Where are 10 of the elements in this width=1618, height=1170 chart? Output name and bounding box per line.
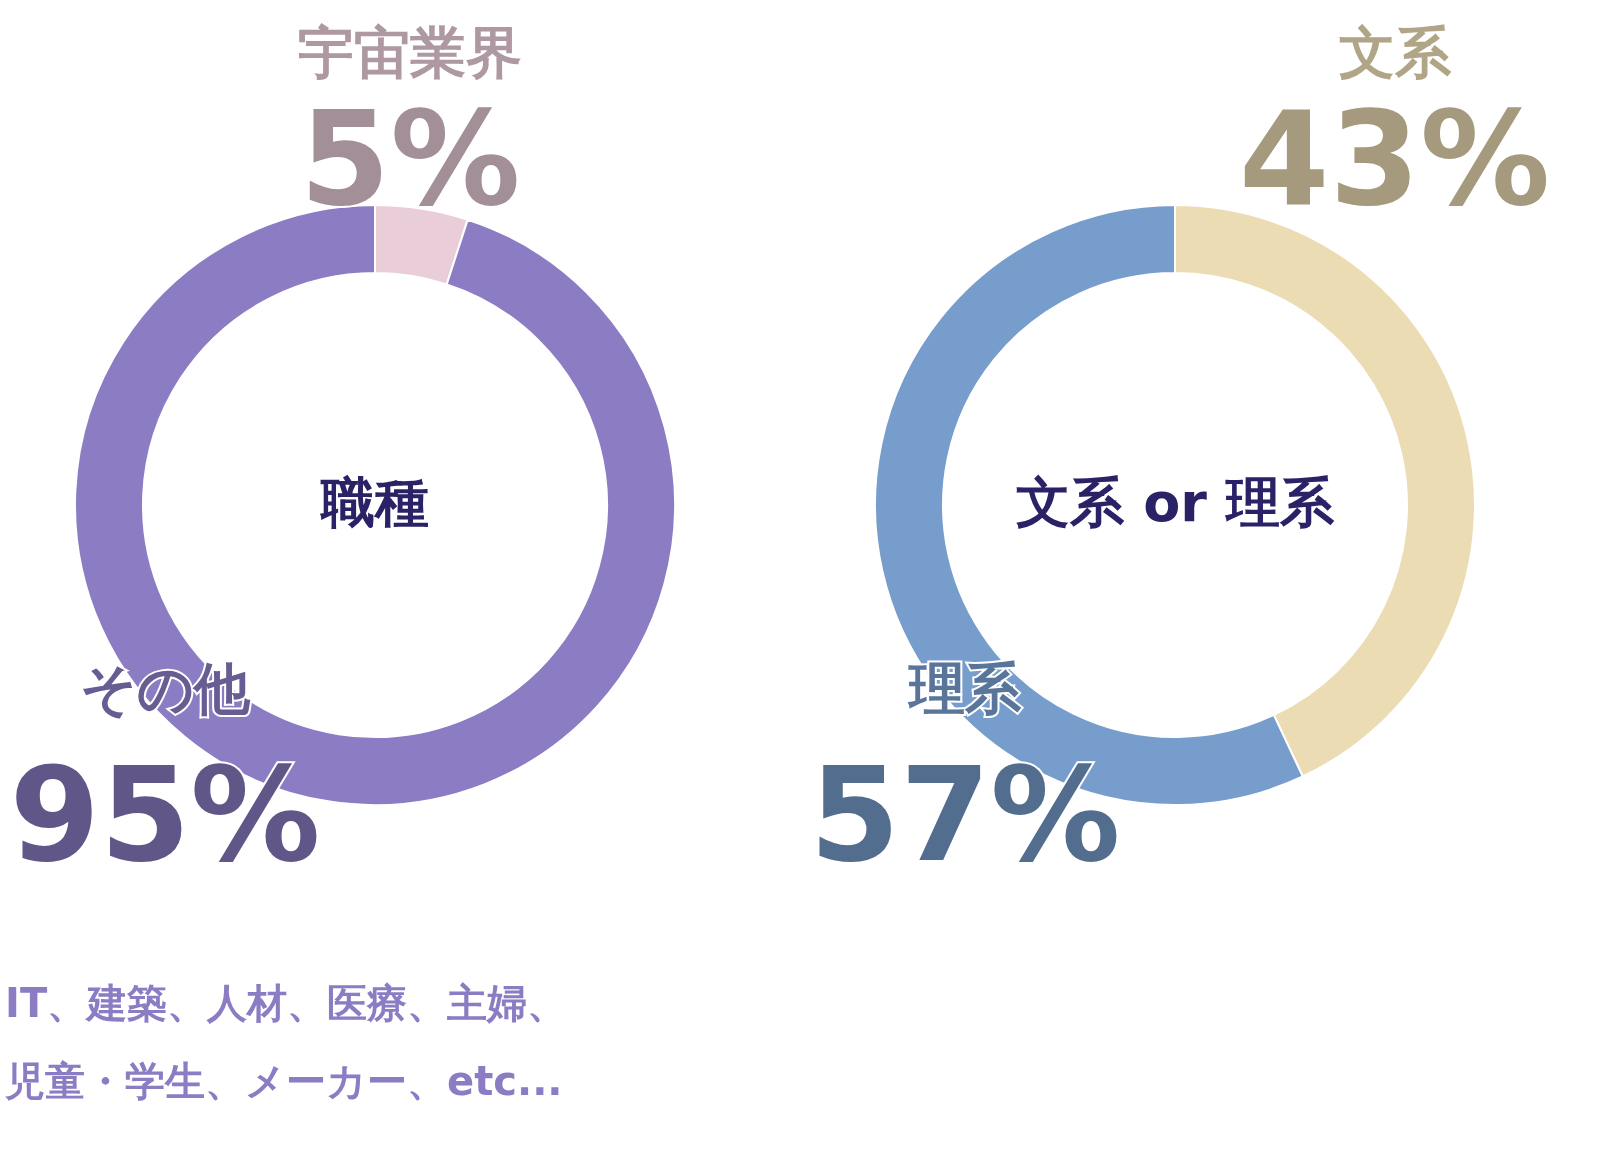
slice-label: 宇宙業界 bbox=[298, 20, 523, 85]
data-label: 43% bbox=[1239, 83, 1551, 235]
text: IT、建築、人材、医療、主婦、児童・学生、メーカー、etc... bbox=[4, 980, 568, 1104]
text: 文系 or 理系 bbox=[1016, 471, 1335, 534]
data-label: 57% bbox=[809, 739, 1121, 891]
slice-label: 文系 bbox=[1338, 20, 1452, 85]
text: 職種 bbox=[319, 471, 429, 534]
data-label: 95% bbox=[9, 739, 321, 891]
slice-label: その他 bbox=[80, 656, 251, 721]
data-label: 5% bbox=[299, 83, 521, 235]
